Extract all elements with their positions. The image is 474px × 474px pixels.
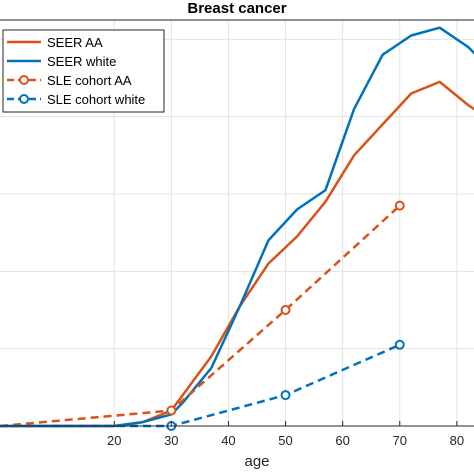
chart-title: Breast cancer	[187, 0, 286, 17]
x-axis-label: age	[244, 453, 269, 470]
data-point	[394, 339, 405, 350]
data-point	[280, 390, 291, 401]
legend-label: SLE cohort AA	[47, 73, 132, 88]
x-tick-label: 40	[221, 433, 235, 448]
x-tick-label: 30	[164, 433, 178, 448]
x-tick-label: 50	[278, 433, 292, 448]
legend-label: SEER AA	[47, 35, 103, 50]
series-line-sle-cohort-aa	[0, 204, 401, 428]
legend-marker	[19, 94, 29, 104]
legend: SEER AA SEER white SLE cohort AA SLE cohort…	[2, 29, 165, 113]
series-line-seer-aa	[0, 80, 474, 428]
legend-label: SEER white	[47, 54, 116, 69]
legend-label: SLE cohort white	[47, 92, 145, 107]
x-tick-labels: 20 30 40 50 60 70 80	[107, 421, 464, 448]
x-tick-label: 60	[335, 433, 349, 448]
x-tick-label: 20	[107, 433, 121, 448]
data-point	[394, 200, 405, 211]
x-tick-label: 70	[393, 433, 407, 448]
data-point	[166, 405, 177, 416]
series-line-seer-white	[0, 26, 474, 428]
x-tick-label: 80	[450, 433, 464, 448]
data-point	[280, 305, 291, 315]
legend-marker	[19, 75, 29, 85]
